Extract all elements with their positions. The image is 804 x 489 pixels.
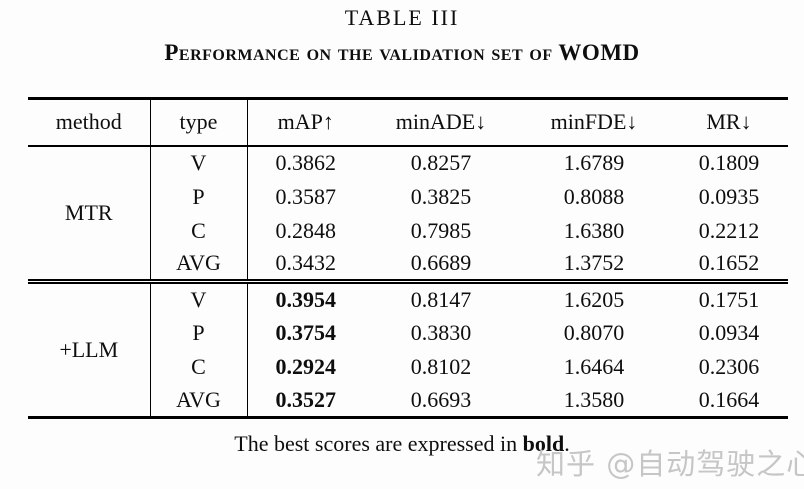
value-cell-best: 0.3527 <box>275 386 337 412</box>
footnote-bold-word: bold <box>522 431 565 456</box>
table-row: C 0.2924 0.8102 1.6464 0.2306 <box>28 349 788 384</box>
footnote-text: The best scores are expressed in <box>234 431 523 456</box>
col-header-map: mAP↑ <box>277 109 334 135</box>
value-cell: 0.2306 <box>698 353 760 379</box>
value-cell: 0.7985 <box>410 217 472 243</box>
value-cell: 1.6789 <box>563 150 625 175</box>
table-row: AVG 0.3527 0.6693 1.3580 0.1664 <box>28 383 788 418</box>
value-cell: 0.6689 <box>410 250 472 276</box>
type-cell: P <box>150 315 248 350</box>
paper-table-figure: TABLE III Performance on the validation … <box>0 5 804 481</box>
value-cell-best: 0.2924 <box>275 353 337 379</box>
type-cell: V <box>150 279 248 316</box>
table-row: P 0.3754 0.3830 0.8070 0.0934 <box>28 315 788 350</box>
value-cell: 0.1652 <box>698 250 760 276</box>
value-cell: 0.8088 <box>563 183 625 209</box>
value-cell: 0.0935 <box>698 183 760 209</box>
value-cell: 0.2212 <box>698 217 760 243</box>
col-header-minfde: minFDE↓ <box>550 109 638 135</box>
value-cell: 0.1809 <box>698 150 760 175</box>
col-header-minade: minADE↓ <box>395 109 487 135</box>
value-cell: 0.3862 <box>275 150 337 175</box>
value-cell-best: 0.3954 <box>247 279 364 316</box>
group-llm: +LLM V 0.3954 0.8147 1.6205 0.1751 P 0.3… <box>28 279 788 418</box>
type-cell: AVG <box>150 247 248 282</box>
value-cell-best: 0.3754 <box>275 319 337 345</box>
type-cell: C <box>150 213 248 248</box>
table-row: P 0.3587 0.3825 0.8088 0.0935 <box>28 179 788 214</box>
value-cell: 0.3587 <box>275 183 337 209</box>
table-row: MTR V 0.3862 0.8257 1.6789 0.1809 <box>28 145 788 282</box>
value-cell: 0.3825 <box>410 183 472 209</box>
table-caption-title: Performance on the validation set of WOM… <box>164 40 640 65</box>
value-cell: 0.0934 <box>698 319 760 345</box>
value-cell: 0.1751 <box>670 279 788 316</box>
footnote-period: . <box>564 431 570 456</box>
col-header-mr: MR↓ <box>706 109 752 135</box>
value-cell: 1.6380 <box>563 217 625 243</box>
header-row: method type mAP↑ minADE↓ minFDE↓ MR↓ <box>28 98 788 146</box>
value-cell: 0.8102 <box>410 353 472 379</box>
table-row: +LLM V 0.3954 0.8147 1.6205 0.1751 <box>28 279 788 418</box>
results-table: method type mAP↑ minADE↓ minFDE↓ MR↓ MTR… <box>28 97 788 419</box>
col-header-method: method <box>28 98 151 146</box>
value-cell: 0.8257 <box>410 150 472 175</box>
value-cell: 1.6464 <box>563 353 625 379</box>
value-cell: 0.1664 <box>698 386 760 412</box>
value-cell: 0.2848 <box>275 217 337 243</box>
group-mtr: MTR V 0.3862 0.8257 1.6789 0.1809 P 0.35… <box>28 145 788 282</box>
table-footnote: The best scores are expressed in bold. <box>0 431 804 457</box>
type-cell: C <box>150 349 248 384</box>
value-cell: 1.3580 <box>563 386 625 412</box>
value-cell: 1.6205 <box>518 279 670 316</box>
type-cell: P <box>150 179 248 214</box>
type-cell: AVG <box>150 383 248 418</box>
value-cell: 0.3432 <box>275 250 337 276</box>
method-cell-mtr: MTR <box>28 145 151 282</box>
type-cell: V <box>150 145 248 180</box>
method-cell-llm: +LLM <box>28 279 151 418</box>
value-cell: 1.3752 <box>563 250 625 276</box>
table-row: AVG 0.3432 0.6689 1.3752 0.1652 <box>28 247 788 282</box>
value-cell: 0.6693 <box>410 386 472 412</box>
col-header-type: type <box>150 98 248 146</box>
value-cell: 0.8070 <box>563 319 625 345</box>
table-caption-number: TABLE III <box>344 5 460 30</box>
table-row: C 0.2848 0.7985 1.6380 0.2212 <box>28 213 788 248</box>
value-cell: 0.8147 <box>364 279 518 316</box>
value-cell: 0.3830 <box>410 319 472 345</box>
